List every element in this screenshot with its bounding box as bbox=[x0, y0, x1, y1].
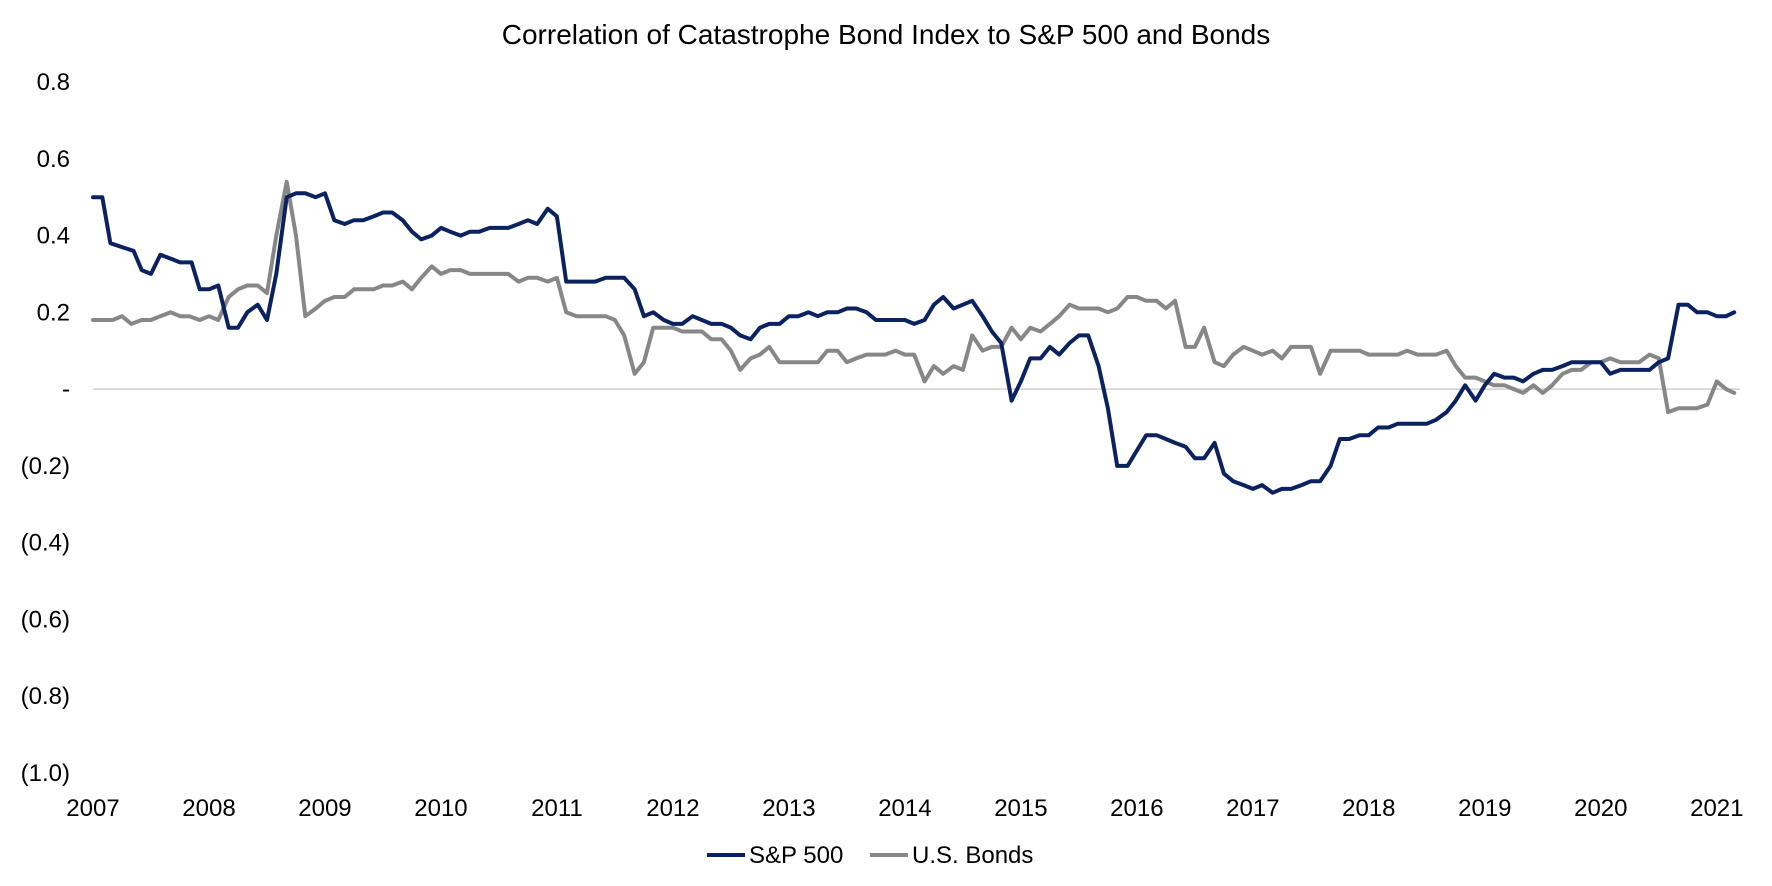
x-tick-label: 2013 bbox=[762, 795, 815, 822]
plot-area bbox=[91, 179, 1737, 495]
x-tick-label: 2010 bbox=[414, 795, 467, 822]
x-tick-label: 2011 bbox=[531, 795, 583, 822]
x-tick-label: 2020 bbox=[1574, 795, 1627, 822]
y-tick-label: 0.2 bbox=[37, 299, 70, 326]
x-tick-label: 2017 bbox=[1226, 795, 1279, 822]
legend-label: S&P 500 bbox=[749, 842, 843, 869]
x-tick-label: 2007 bbox=[66, 795, 119, 822]
y-tick-label: - bbox=[62, 376, 70, 403]
series-line-u-s-bonds bbox=[91, 179, 1737, 415]
x-tick-label: 2008 bbox=[182, 795, 235, 822]
y-tick-label: (1.0) bbox=[21, 760, 70, 787]
x-tick-label: 2016 bbox=[1110, 795, 1163, 822]
x-tick-label: 2021 bbox=[1690, 795, 1743, 822]
legend: S&P 500 U.S. Bonds bbox=[707, 842, 1033, 869]
x-tick-label: 2009 bbox=[298, 795, 351, 822]
x-tick-label: 2012 bbox=[646, 795, 699, 822]
y-axis: 0.8 0.6 0.4 0.2 - (0.2) (0.4) (0.6) (0.8) (1.0) bbox=[21, 69, 70, 787]
legend-label: U.S. Bonds bbox=[912, 842, 1033, 869]
series-line-s-p-500 bbox=[91, 191, 1737, 495]
x-tick-label: 2018 bbox=[1342, 795, 1395, 822]
y-tick-label: 0.6 bbox=[37, 146, 70, 173]
x-tick-label: 2014 bbox=[878, 795, 931, 822]
x-tick-label: 2015 bbox=[994, 795, 1047, 822]
y-tick-label: (0.6) bbox=[21, 606, 70, 633]
y-tick-label: (0.2) bbox=[21, 453, 70, 480]
y-tick-label: (0.8) bbox=[21, 683, 70, 710]
chart-title: Correlation of Catastrophe Bond Index to… bbox=[502, 19, 1270, 50]
y-tick-label: 0.8 bbox=[37, 69, 70, 96]
x-axis: 2007 2008 2009 2010 2011 2012 2013 2014 2015 2016… bbox=[66, 795, 1743, 822]
y-tick-label: 0.4 bbox=[37, 223, 70, 250]
y-tick-label: (0.4) bbox=[21, 530, 70, 557]
x-tick-label: 2019 bbox=[1458, 795, 1511, 822]
